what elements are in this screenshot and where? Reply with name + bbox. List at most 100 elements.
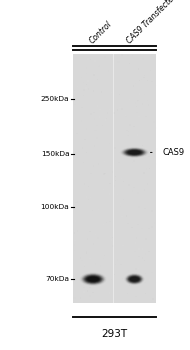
Bar bbox=[84, 264, 85, 265]
Bar bbox=[77, 230, 78, 232]
Bar bbox=[119, 226, 120, 227]
Bar bbox=[103, 258, 104, 259]
Bar bbox=[123, 199, 124, 200]
Bar bbox=[73, 54, 156, 303]
Bar bbox=[134, 284, 135, 285]
Ellipse shape bbox=[125, 274, 144, 285]
Ellipse shape bbox=[125, 149, 143, 155]
Ellipse shape bbox=[81, 273, 105, 285]
Ellipse shape bbox=[129, 276, 140, 282]
Bar bbox=[135, 145, 137, 146]
Ellipse shape bbox=[124, 149, 144, 156]
Bar bbox=[106, 281, 107, 283]
Bar bbox=[88, 246, 89, 248]
Bar bbox=[121, 178, 122, 179]
Bar bbox=[109, 270, 110, 272]
Bar bbox=[115, 176, 116, 177]
Bar bbox=[115, 180, 116, 181]
Bar bbox=[99, 64, 100, 66]
Bar bbox=[145, 116, 147, 117]
Bar bbox=[142, 58, 144, 60]
Bar bbox=[76, 133, 78, 134]
Bar bbox=[110, 166, 111, 167]
Bar bbox=[103, 279, 104, 281]
Bar bbox=[127, 135, 128, 136]
Bar bbox=[94, 145, 95, 147]
Bar bbox=[94, 73, 95, 75]
Bar bbox=[138, 281, 139, 282]
Bar bbox=[119, 107, 121, 108]
Bar bbox=[103, 288, 104, 289]
Bar bbox=[150, 250, 152, 252]
Bar bbox=[116, 187, 118, 188]
Bar bbox=[112, 56, 113, 57]
Bar bbox=[145, 217, 147, 218]
Bar bbox=[101, 257, 103, 259]
Bar bbox=[86, 128, 87, 130]
Bar bbox=[144, 260, 145, 261]
Bar bbox=[86, 275, 88, 277]
Bar bbox=[136, 237, 137, 239]
Bar bbox=[139, 93, 140, 94]
Bar bbox=[77, 243, 79, 244]
Bar bbox=[131, 107, 133, 109]
Bar bbox=[98, 163, 99, 165]
Bar bbox=[97, 105, 98, 107]
Text: 150kDa: 150kDa bbox=[41, 150, 69, 157]
Bar bbox=[106, 281, 108, 283]
Bar bbox=[143, 54, 144, 55]
Bar bbox=[88, 76, 89, 77]
Bar bbox=[120, 164, 122, 166]
Bar bbox=[117, 259, 119, 260]
Bar bbox=[122, 55, 123, 56]
Bar bbox=[151, 272, 153, 273]
Bar bbox=[123, 89, 124, 90]
Bar bbox=[74, 232, 75, 234]
Bar bbox=[144, 75, 145, 76]
Bar bbox=[89, 231, 91, 232]
Ellipse shape bbox=[130, 151, 139, 154]
Bar bbox=[84, 266, 85, 267]
Bar bbox=[124, 291, 126, 293]
Bar bbox=[86, 251, 87, 252]
Bar bbox=[74, 240, 76, 241]
Bar bbox=[80, 257, 81, 259]
Bar bbox=[101, 91, 102, 93]
Bar bbox=[127, 134, 128, 135]
Bar bbox=[135, 155, 136, 156]
Bar bbox=[111, 205, 112, 207]
Bar bbox=[138, 206, 140, 208]
Bar bbox=[109, 108, 110, 110]
Bar bbox=[144, 215, 146, 216]
Bar bbox=[147, 115, 149, 117]
Bar bbox=[127, 55, 129, 56]
Text: 100kDa: 100kDa bbox=[41, 204, 69, 210]
Bar bbox=[129, 285, 130, 286]
Bar bbox=[154, 281, 155, 283]
Bar bbox=[76, 203, 78, 204]
Bar bbox=[132, 55, 133, 56]
Ellipse shape bbox=[84, 275, 102, 284]
Bar bbox=[137, 192, 139, 194]
Bar bbox=[87, 131, 88, 133]
Bar bbox=[93, 112, 95, 113]
Bar bbox=[151, 80, 153, 82]
Bar bbox=[90, 173, 92, 174]
Bar bbox=[147, 196, 148, 197]
Bar bbox=[137, 100, 139, 101]
Bar bbox=[114, 274, 115, 275]
Bar bbox=[86, 67, 87, 69]
Bar bbox=[87, 80, 89, 82]
Ellipse shape bbox=[130, 277, 139, 281]
Bar bbox=[77, 201, 78, 203]
Bar bbox=[75, 220, 76, 222]
Bar bbox=[86, 196, 87, 198]
Bar bbox=[74, 120, 76, 121]
Bar bbox=[126, 130, 128, 131]
Bar bbox=[128, 63, 129, 65]
Bar bbox=[98, 209, 99, 210]
Bar bbox=[138, 68, 139, 70]
Bar bbox=[94, 60, 96, 62]
Bar bbox=[94, 130, 97, 131]
Bar bbox=[128, 184, 130, 186]
